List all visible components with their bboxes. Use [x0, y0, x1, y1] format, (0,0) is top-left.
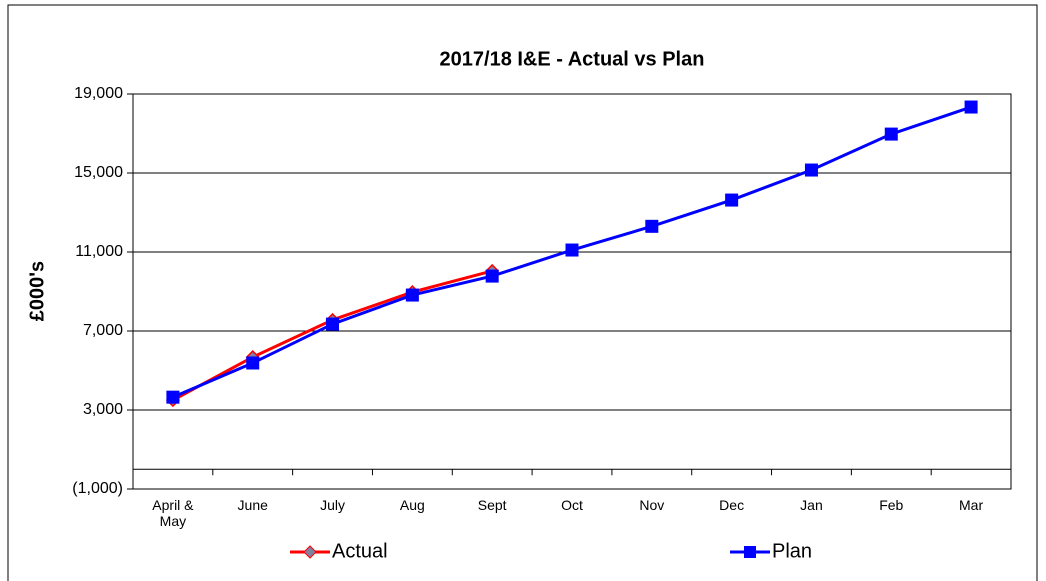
marker: [565, 243, 579, 257]
x-tick-label: April & May: [152, 497, 194, 530]
marker: [964, 100, 978, 114]
marker: [246, 356, 260, 370]
marker: [645, 219, 659, 233]
legend-marker: [744, 546, 756, 558]
y-tick-label: 3,000: [83, 401, 123, 418]
x-tick-label: July: [320, 497, 345, 514]
chart-title: 2017/18 I&E - Actual vs Plan: [440, 48, 705, 70]
marker: [804, 163, 818, 177]
y-axis-label: £000's: [26, 261, 48, 321]
marker: [725, 193, 739, 207]
x-tick-label: Aug: [399, 497, 425, 514]
x-tick-label: June: [237, 497, 268, 514]
x-tick-label: Feb: [879, 497, 904, 514]
y-tick-label: 15,000: [74, 164, 123, 181]
marker: [405, 288, 419, 302]
y-tick-label: 7,000: [83, 322, 123, 339]
legend-label: Actual: [332, 540, 388, 562]
x-tick-label: Sept: [477, 497, 507, 514]
legend-label: Plan: [772, 540, 812, 562]
y-tick-label: 19,000: [74, 85, 123, 102]
x-tick-label: Oct: [561, 497, 583, 514]
x-tick-label: Jan: [800, 497, 823, 514]
marker: [485, 269, 499, 283]
y-tick-label: (1,000): [72, 480, 123, 497]
chart-frame: [7, 4, 1038, 581]
x-tick-label: Dec: [719, 497, 745, 514]
marker: [884, 127, 898, 141]
y-tick-label: 11,000: [75, 243, 123, 260]
marker: [326, 317, 340, 331]
x-tick-label: Nov: [639, 497, 665, 514]
legend-marker: [303, 545, 317, 559]
x-tick-label: Mar: [959, 497, 984, 514]
marker: [166, 390, 180, 404]
